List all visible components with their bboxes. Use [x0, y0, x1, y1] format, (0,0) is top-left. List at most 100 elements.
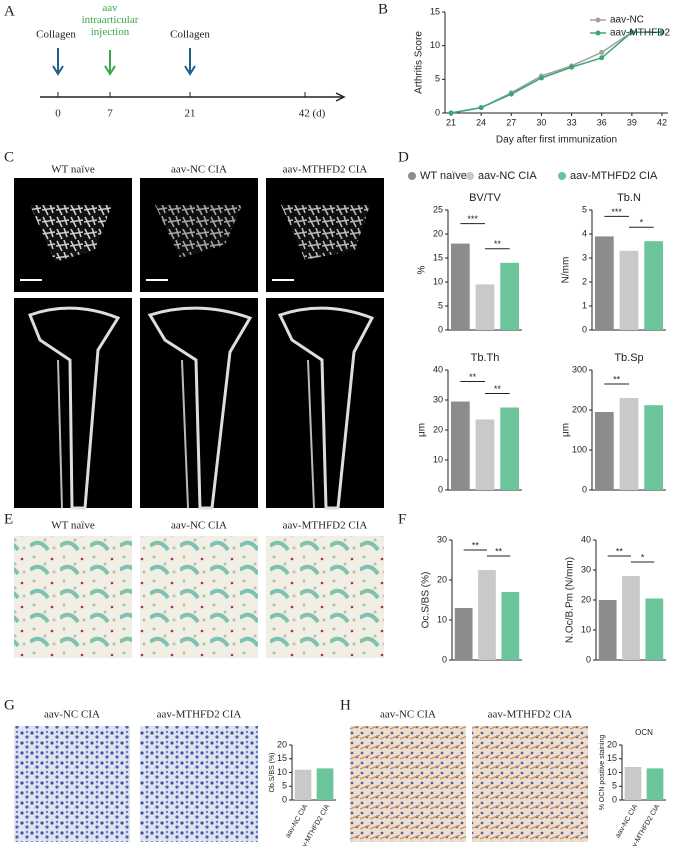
image-caption: aav-MTHFD2 CIA [157, 709, 242, 721]
y-tick-label: 0 [582, 484, 587, 494]
y-tick-label: 30 [581, 564, 591, 574]
x-tick-label: aav-NC CIA [615, 803, 640, 839]
chart-title: OCN [635, 728, 653, 737]
image-caption: aav-MTHFD2 CIA [283, 164, 368, 176]
timeline: Collagen aav intraarticular injection Co… [36, 2, 346, 120]
image-caption: aav-NC CIA [380, 709, 436, 721]
histology [140, 726, 258, 842]
image-caption: aav-MTHFD2 CIA [488, 709, 573, 721]
bar [475, 284, 495, 330]
legend-label: WT naïve [420, 170, 467, 182]
y-axis-label: % OCN positive staining [599, 735, 606, 811]
y-tick-label: 30 [437, 534, 447, 544]
y-tick-label: 25 [433, 204, 443, 214]
arrow-head [52, 65, 64, 76]
image-caption: WT naïve [51, 520, 95, 532]
x-tick-label: aav-NC CIA [285, 803, 310, 839]
legend-marker [558, 172, 566, 180]
bar [500, 262, 520, 330]
bar [454, 608, 473, 660]
bar [500, 407, 520, 490]
x-tick-label: 39 [627, 117, 637, 127]
y-tick-label: 20 [581, 594, 591, 604]
point [508, 91, 514, 97]
point [659, 29, 665, 35]
bar [624, 767, 642, 800]
y-tick-label: 10 [433, 276, 443, 286]
y-tick-label: 0 [582, 324, 587, 334]
panel-label: D [398, 149, 409, 165]
x-tick-label: 27 [506, 117, 516, 127]
significance-label: * [641, 552, 645, 562]
significance-label: ** [472, 540, 480, 550]
fibula [307, 359, 315, 509]
significance-label: ** [616, 546, 624, 556]
event-label: aav intraarticular injection [81, 2, 139, 38]
y-tick-label: 0 [282, 794, 287, 804]
y-tick-label: 0 [586, 654, 591, 664]
significance-label: *** [467, 214, 478, 224]
bar [478, 570, 496, 660]
significance-label: *** [611, 207, 622, 217]
y-tick-label: 15 [430, 6, 440, 16]
bar [619, 398, 639, 490]
y-tick-label: 0 [438, 324, 443, 334]
image-caption: aav-MTHFD2 CIA [283, 520, 368, 532]
bar [294, 769, 312, 800]
trabecular-bone [30, 205, 112, 262]
y-tick-label: 15 [277, 753, 287, 763]
y-tick-label: 40 [581, 534, 591, 544]
y-tick-label: 4 [582, 228, 587, 238]
arrow-head [184, 65, 196, 76]
x-tick-label: 24 [476, 117, 486, 127]
legend-marker [408, 172, 416, 180]
point [448, 110, 454, 116]
y-axis-label: Arthritis Score [414, 31, 425, 94]
image-caption: aav-NC CIA [44, 709, 100, 721]
panel-label: G [4, 697, 15, 713]
event-label-box: aav intraarticular injection [81, 2, 139, 38]
y-tick-label: 100 [572, 444, 587, 454]
y-tick-label: 5 [435, 74, 440, 84]
y-axis-label: μm [417, 423, 428, 437]
bar [316, 768, 334, 800]
y-axis-label: μm [561, 423, 572, 437]
bar [594, 412, 614, 490]
panel-label: E [4, 511, 13, 527]
histology [350, 726, 466, 842]
time-label: 0 [55, 108, 61, 120]
y-axis-label: N/mm [561, 257, 572, 284]
fibula [181, 359, 189, 509]
bar [501, 592, 520, 660]
legend-label: aav-NC [610, 15, 644, 26]
y-axis-label: % [417, 265, 428, 274]
x-tick-label: 33 [567, 117, 577, 127]
significance-label: ** [495, 546, 503, 556]
tibia [28, 306, 121, 510]
y-axis-label: Oc.S/BS (%) [421, 572, 432, 629]
bar [644, 241, 664, 330]
histology [140, 536, 258, 658]
y-tick-label: 20 [607, 739, 617, 749]
chart-title: Tb.N [617, 192, 641, 204]
y-tick-label: 10 [277, 767, 287, 777]
y-tick-label: 5 [282, 781, 287, 791]
x-tick-label: 36 [597, 117, 607, 127]
bar [450, 243, 470, 330]
image-caption: aav-NC CIA [171, 520, 227, 532]
y-tick-label: 5 [438, 300, 443, 310]
y-tick-label: 40 [433, 364, 443, 374]
panel-label: B [378, 1, 388, 17]
histology [14, 536, 132, 658]
axis-head [335, 92, 346, 102]
chart-title: BV/TV [469, 192, 501, 204]
bar [619, 250, 639, 330]
y-axis-label: N.Oc/B.Pm (N/mm) [565, 557, 576, 643]
y-tick-label: 20 [437, 574, 447, 584]
y-tick-label: 20 [433, 228, 443, 238]
histology [472, 726, 588, 842]
bar [622, 576, 640, 660]
significance-label: ** [613, 374, 621, 384]
trabecular-bone [155, 205, 242, 258]
